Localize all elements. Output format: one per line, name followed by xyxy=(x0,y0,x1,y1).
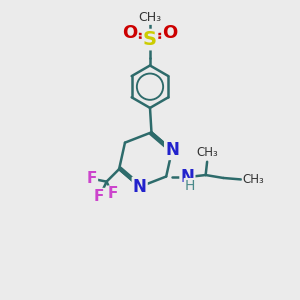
Text: F: F xyxy=(108,187,118,202)
Text: O: O xyxy=(162,24,178,42)
Text: N: N xyxy=(165,141,179,159)
Text: CH₃: CH₃ xyxy=(242,173,264,186)
Text: F: F xyxy=(87,171,97,186)
Text: N: N xyxy=(133,178,147,196)
Text: H: H xyxy=(184,179,195,193)
Text: F: F xyxy=(94,189,104,204)
Text: CH₃: CH₃ xyxy=(138,11,162,24)
Text: S: S xyxy=(143,30,157,49)
Text: CH₃: CH₃ xyxy=(196,146,218,159)
Text: O: O xyxy=(122,24,138,42)
Text: N: N xyxy=(181,167,194,185)
